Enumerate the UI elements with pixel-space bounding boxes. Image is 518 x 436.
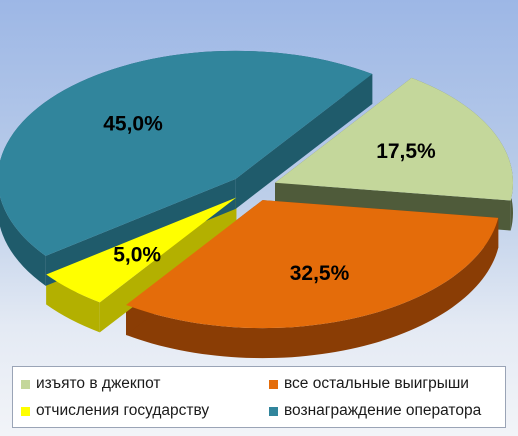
pie-slice-operator — [0, 50, 373, 256]
legend-item-state: отчисления государству — [21, 402, 209, 420]
legend-swatch-state — [21, 406, 30, 416]
legend-swatch-operator — [269, 406, 278, 416]
legend-swatch-jackpot — [21, 379, 30, 389]
data-label-operator: 45,0% — [103, 113, 163, 136]
data-label-other-winnings: 32,5% — [290, 262, 350, 285]
legend-item-other-winnings: все остальные выигрыши — [269, 375, 469, 393]
data-label-state: 5,0% — [113, 244, 161, 267]
legend-label-jackpot: изъято в джекпот — [36, 375, 161, 392]
data-label-jackpot: 17,5% — [376, 140, 436, 163]
legend-swatch-other-winnings — [269, 379, 278, 389]
chart-legend: изъято в джекпот все остальные выигрыши … — [12, 366, 506, 428]
legend-label-operator: вознаграждение оператора — [284, 402, 482, 419]
legend-label-other-winnings: все остальные выигрыши — [284, 375, 469, 392]
legend-item-operator: вознаграждение оператора — [269, 402, 481, 420]
pie-wall-operator-1 — [235, 73, 373, 209]
pie-slice-state — [46, 197, 237, 303]
pie-slice-jackpot — [275, 77, 514, 201]
legend-label-state: отчисления государству — [36, 402, 210, 419]
pie-slice-other-winnings — [126, 200, 499, 329]
pie-side-other-winnings — [126, 217, 499, 359]
legend-item-jackpot: изъято в джекпот — [21, 375, 160, 393]
